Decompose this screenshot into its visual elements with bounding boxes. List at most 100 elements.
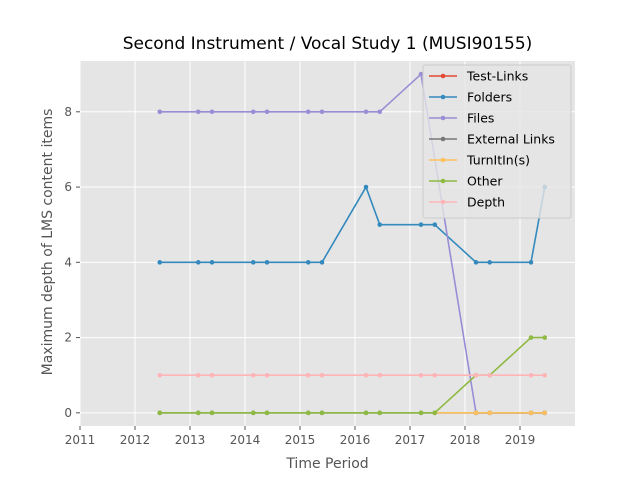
data-point-depth	[250, 372, 256, 378]
data-point-files	[195, 109, 201, 115]
x-tick-label: 2017	[395, 433, 426, 447]
series-group	[157, 71, 548, 416]
legend-label: TurnItIn(s)	[466, 153, 530, 168]
data-point-other	[250, 410, 256, 416]
x-tick-label: 2018	[450, 433, 481, 447]
x-tick-label: 2014	[230, 433, 261, 447]
legend-label: Depth	[467, 195, 505, 210]
data-point-files	[157, 109, 163, 115]
data-point-other	[157, 410, 163, 416]
legend-label: Folders	[467, 90, 512, 105]
data-point-other	[305, 410, 311, 416]
data-point-files	[319, 109, 325, 115]
data-point-folders	[209, 260, 215, 265]
x-axis-label: Time Period	[285, 456, 368, 472]
y-axis-ticks: 0 2 4 6 8	[64, 105, 80, 420]
legend-label: Test-Links	[466, 69, 528, 84]
data-point-depth	[418, 372, 424, 378]
y-tick-label: 6	[64, 180, 72, 194]
legend-item-turnitin-s: TurnItIn(s)	[429, 153, 530, 168]
y-axis-label: Maximum depth of LMS content items	[40, 109, 56, 376]
legend-swatch-marker	[440, 199, 446, 205]
data-point-other	[432, 410, 438, 416]
legend-item-test-links: Test-Links	[429, 69, 528, 84]
legend-swatch-marker	[440, 73, 446, 79]
data-point-files	[264, 109, 270, 115]
data-point-folders	[473, 260, 479, 265]
data-point-depth	[157, 372, 163, 378]
y-tick-label: 4	[64, 255, 72, 269]
data-point-other	[195, 410, 201, 416]
data-point-depth	[195, 372, 201, 378]
data-point-depth	[542, 372, 548, 378]
data-point-depth	[363, 372, 369, 378]
legend-swatch-marker	[440, 157, 446, 163]
data-point-folders	[528, 260, 534, 265]
data-point-depth	[319, 372, 325, 378]
y-tick-label: 0	[64, 406, 72, 420]
chart-title: Second Instrument / Vocal Study 1 (MUSI9…	[123, 34, 533, 54]
data-point-other	[363, 410, 369, 416]
legend: Test-Links Folders Files External Links Turn…	[422, 64, 572, 219]
data-point-other	[528, 335, 534, 340]
legend-item-depth: Depth	[429, 195, 505, 210]
data-point-folders	[418, 222, 424, 227]
data-point-depth	[473, 372, 479, 378]
x-tick-label: 2015	[285, 433, 316, 447]
legend-item-files: Files	[429, 111, 494, 126]
data-point-other	[377, 410, 383, 416]
x-tick-label: 2013	[175, 433, 206, 447]
legend-swatch-marker	[440, 115, 446, 121]
data-point-folders	[487, 260, 493, 265]
data-point-depth	[487, 372, 493, 378]
legend-label: Other	[467, 174, 503, 189]
data-point-turnitin-s	[487, 410, 493, 416]
data-point-files	[418, 71, 424, 77]
data-point-depth	[264, 372, 270, 378]
data-point-folders	[377, 222, 383, 227]
series-depth	[157, 372, 548, 378]
data-point-depth	[209, 372, 215, 378]
data-point-files	[209, 109, 215, 115]
data-point-other	[319, 410, 325, 416]
x-tick-label: 2019	[505, 433, 536, 447]
legend-item-external-links: External Links	[429, 132, 555, 147]
data-point-files	[377, 109, 383, 115]
data-point-other	[542, 335, 548, 340]
data-point-turnitin-s	[542, 410, 548, 416]
data-point-depth	[432, 372, 438, 378]
data-point-turnitin-s	[528, 410, 534, 416]
data-point-folders	[432, 222, 438, 227]
data-point-files	[363, 109, 369, 115]
x-axis-ticks: 2011 2012 2013 2014 2015 2016 2017 2018 2019	[65, 426, 536, 447]
data-point-folders	[157, 260, 163, 265]
legend-box	[422, 64, 572, 219]
x-tick-label: 2016	[340, 433, 371, 447]
legend-swatch-marker	[440, 178, 446, 184]
data-point-folders	[250, 260, 256, 265]
data-point-depth	[305, 372, 311, 378]
legend-label: External Links	[467, 132, 555, 147]
x-tick-label: 2011	[65, 433, 96, 447]
data-point-turnitin-s	[473, 410, 479, 416]
data-point-folders	[319, 260, 325, 265]
data-point-depth	[528, 372, 534, 378]
data-point-folders	[305, 260, 311, 265]
legend-label: Files	[467, 111, 494, 126]
data-point-other	[209, 410, 215, 416]
data-point-other	[264, 410, 270, 416]
data-point-other	[418, 410, 424, 416]
data-point-folders	[195, 260, 201, 265]
data-point-depth	[377, 372, 383, 378]
y-tick-label: 2	[64, 331, 72, 345]
x-tick-label: 2012	[120, 433, 151, 447]
y-tick-label: 8	[64, 105, 72, 119]
data-point-files	[250, 109, 256, 115]
legend-item-other: Other	[429, 174, 503, 189]
legend-item-folders: Folders	[429, 90, 512, 105]
legend-swatch-marker	[440, 136, 446, 142]
data-point-files	[305, 109, 311, 115]
data-point-folders	[363, 184, 369, 190]
